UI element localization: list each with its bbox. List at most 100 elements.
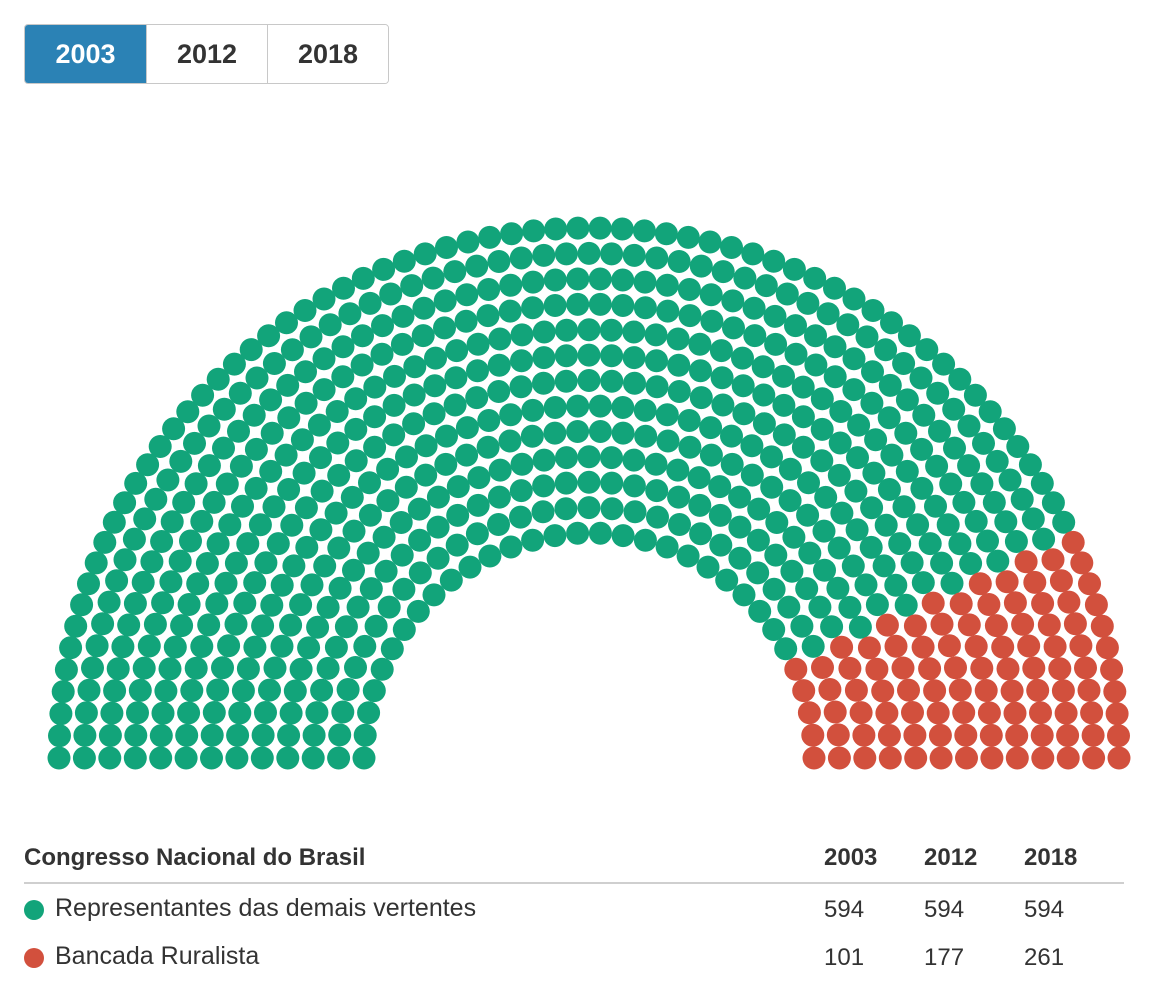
seat-other [668,513,691,536]
seat-other [861,299,885,322]
seat-ruralista [884,634,908,658]
seat-other [279,613,303,637]
seat-ruralista [1003,591,1027,615]
seat-other [892,352,916,375]
seat-other [600,344,624,368]
seat-other [295,535,319,559]
seat-ruralista [984,614,1008,638]
green-dot-icon [24,900,44,920]
seat-other [231,679,255,703]
seat-other [774,637,798,661]
seat-other [667,380,691,403]
seat-other [169,449,193,473]
seat-other [823,276,846,300]
seat-other [865,593,889,617]
seat-other [151,591,175,615]
seat-other [358,471,381,495]
seat-other [622,320,646,344]
seat-other [610,217,634,241]
seat-other [600,369,624,393]
seat-other [880,311,903,335]
seat-other [412,296,436,320]
seat-ruralista [1078,572,1101,596]
seat-ruralista [937,634,961,658]
seat-ruralista [995,570,1019,594]
seat-other [49,702,73,726]
seat-other [554,471,578,495]
seat-other [180,679,204,702]
seat-ruralista [979,723,1003,747]
seat-other [184,656,208,680]
seat-ruralista [957,613,981,637]
seat-other [465,254,489,278]
seat-ruralista [1031,746,1055,770]
tab-2018[interactable]: 2018 [267,25,388,83]
seat-other [940,571,964,595]
value-other-2018: 594 [1024,896,1065,923]
seat-other [985,449,1009,473]
seat-other [861,360,884,384]
seat-other [622,346,646,370]
seat-ruralista [818,678,842,701]
seat-other [710,366,734,390]
seat-other [577,496,601,520]
seat-other [746,528,770,552]
seat-other [878,373,902,397]
seat-other [699,416,723,440]
seat-other [509,375,533,399]
seat-other [324,501,348,525]
seat-other [500,222,524,246]
seat-other [289,657,313,681]
seat-other [543,421,567,445]
seat-other [190,635,214,658]
seat-other [283,679,307,703]
seat-other [566,521,590,545]
seat-other [458,555,482,579]
seat-ruralista [903,723,927,747]
seat-other [211,656,234,680]
tab-2003[interactable]: 2003 [25,25,146,83]
seat-other [377,595,401,619]
seat-other [577,241,601,265]
seat-ruralista [1041,548,1065,572]
seat-other [233,591,257,615]
seat-other [829,400,853,423]
seat-other [948,367,972,391]
seat-ruralista [1054,701,1078,725]
seat-other [126,701,149,725]
seat-other [842,287,866,311]
seat-other [688,332,712,356]
seat-other [488,327,512,351]
seat-other [910,437,934,461]
seat-other [280,513,304,537]
seat-other [677,409,701,432]
seat-other [244,476,268,500]
seat-other [344,449,368,473]
seat-other [1052,510,1076,534]
seat-other [426,515,450,539]
seat-other [117,613,141,637]
seat-other [402,383,426,407]
seat-other [532,448,556,472]
seat-other [316,656,340,680]
seat-other [301,746,325,770]
seat-other [928,419,951,443]
seat-other [854,573,878,597]
seat-other [924,494,947,518]
seat-other [275,311,298,335]
seat-other [59,636,83,660]
seat-other [782,257,806,281]
seat-other [262,352,286,375]
seat-other [708,475,732,499]
seat-other [655,403,679,427]
seat-other [998,468,1022,492]
seat-other [813,558,836,582]
tab-2012[interactable]: 2012 [146,25,267,83]
seat-other [1006,435,1030,458]
seat-other [888,532,912,556]
seat-other [696,555,720,579]
seat-other [248,513,272,537]
seat-ruralista [792,679,816,703]
seat-other [200,723,224,747]
seat-other [168,549,192,573]
